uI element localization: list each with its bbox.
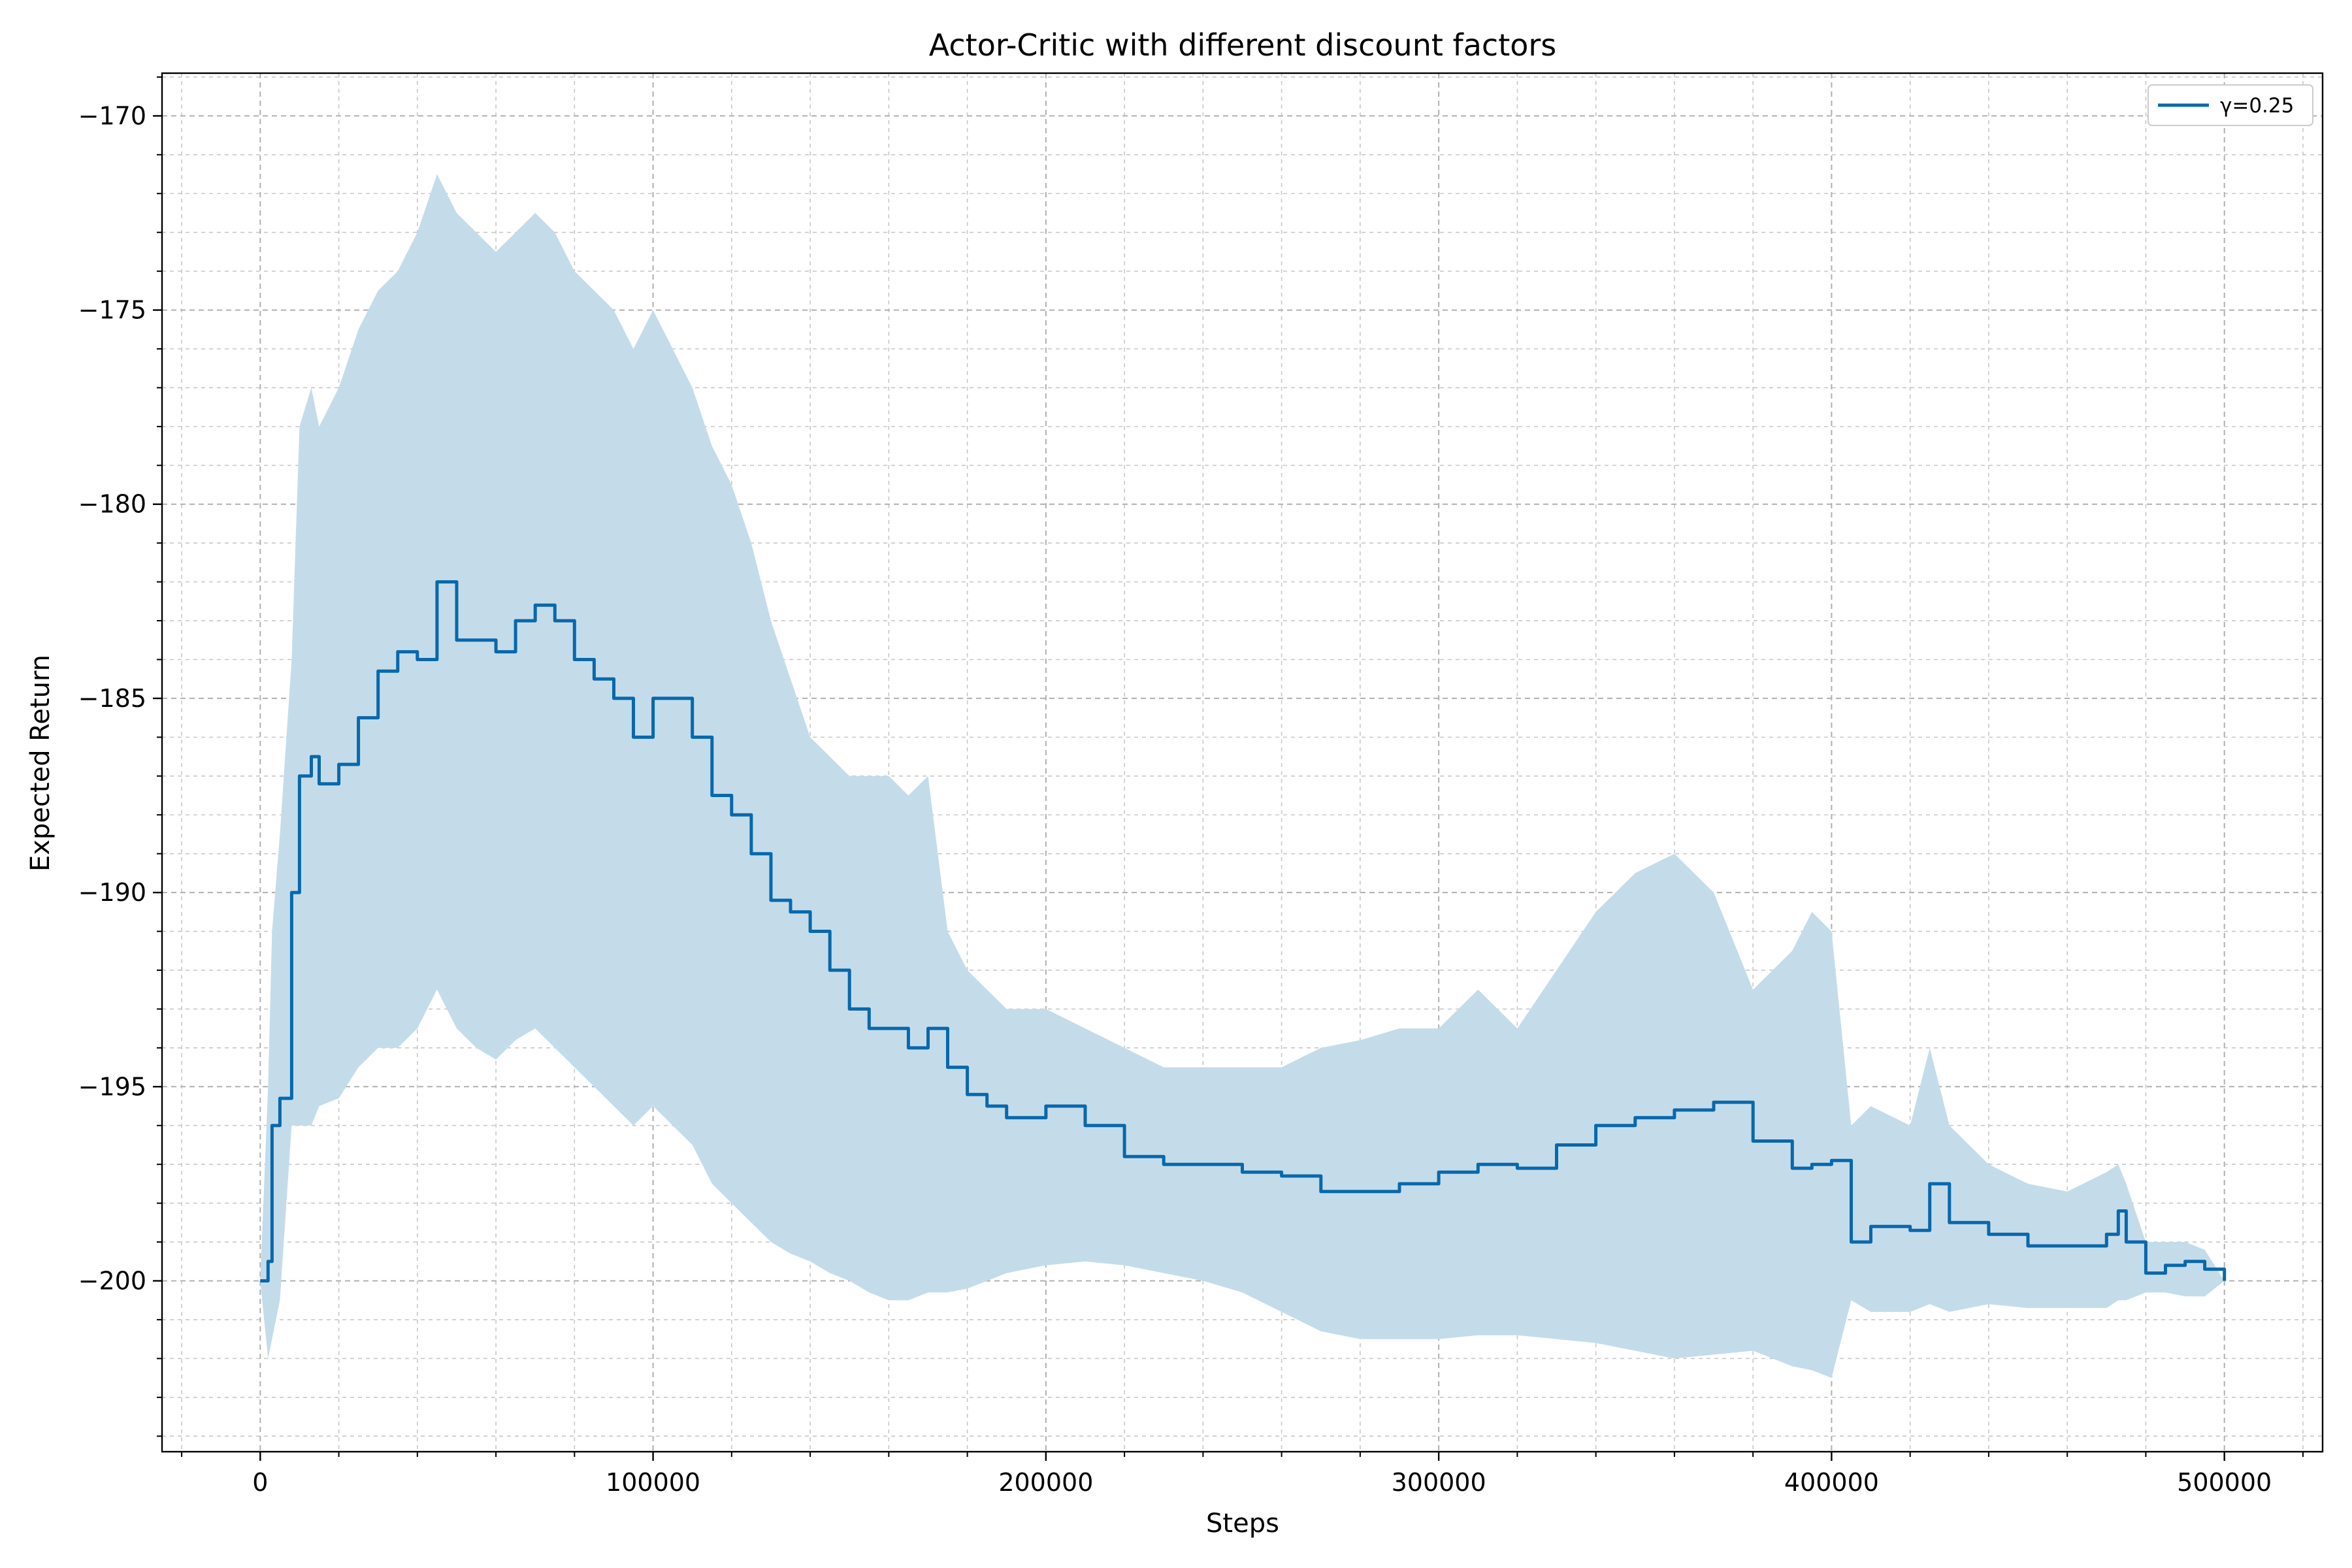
x-tick-label: 400000	[1784, 1468, 1879, 1497]
y-tick-label: −185	[78, 684, 146, 713]
legend-box	[2148, 84, 2313, 126]
x-axis-label: Steps	[1206, 1509, 1279, 1539]
y-tick-label: −175	[78, 296, 146, 325]
y-tick-label: −190	[78, 878, 146, 907]
y-tick-label: −195	[78, 1072, 146, 1101]
legend-label-gamma-0.25: γ=0.25	[2220, 94, 2294, 118]
y-tick-labels: −200 −195 −190 −185 −180 −175 −170	[78, 101, 146, 1295]
series-line-gamma-0.25	[260, 580, 2227, 1282]
y-tick-label: −200	[78, 1266, 146, 1295]
confidence-band	[260, 174, 2225, 1379]
y-tick-label: −180	[78, 490, 146, 519]
x-tick-label: 500000	[2177, 1468, 2272, 1497]
axis-ticks	[153, 76, 2304, 1461]
x-tick-label: 300000	[1392, 1468, 1486, 1497]
plot-frame	[161, 72, 2324, 1453]
y-axis-label: Expected Return	[25, 655, 56, 872]
legend: γ=0.25	[2148, 84, 2313, 126]
chart-title: Actor-Critic with different discount fac…	[929, 27, 1557, 63]
x-tick-labels: 0 100000 200000 300000 400000 500000	[252, 1468, 2272, 1497]
x-tick-label: 200000	[998, 1468, 1093, 1497]
x-tick-label: 0	[252, 1468, 268, 1497]
x-tick-label: 100000	[606, 1468, 700, 1497]
y-tick-label: −170	[78, 101, 146, 130]
